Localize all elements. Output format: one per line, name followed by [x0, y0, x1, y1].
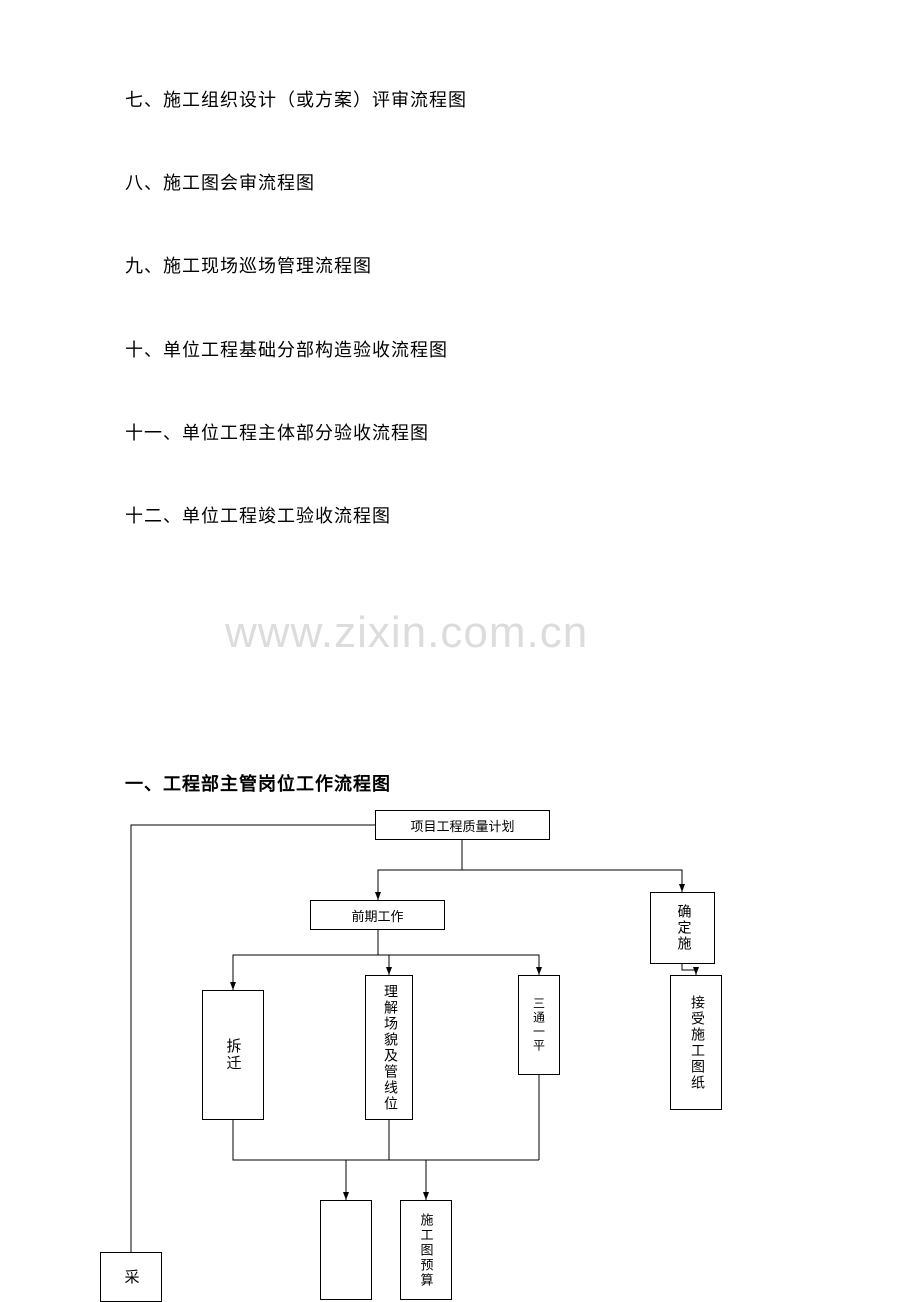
flowchart-node-n10: 采	[100, 1252, 162, 1302]
flowchart-node-n1: 项目工程质量计划	[375, 810, 550, 840]
flowchart-edges	[0, 800, 920, 1302]
flowchart-node-n7: 接受施工图纸	[670, 975, 722, 1110]
flowchart-edge	[462, 840, 682, 892]
flowchart-edge	[378, 930, 539, 975]
flowchart-edge	[682, 964, 696, 975]
flowchart-node-n5: 理解场貌及管线位	[365, 975, 413, 1120]
flowchart-edge	[233, 1120, 539, 1160]
toc-item: 七、施工组织设计（或方案）评审流程图	[125, 88, 467, 113]
watermark-text: www.zixin.com.cn	[225, 608, 588, 658]
flowchart-node-n6: 三通一平	[518, 975, 560, 1075]
flowchart-edge	[233, 930, 378, 990]
flowchart-node-n4: 拆迁	[202, 990, 264, 1120]
flowchart-node-n9: 施工图预算	[400, 1200, 452, 1300]
flowchart-edge	[378, 930, 389, 975]
toc-list: 七、施工组织设计（或方案）评审流程图 八、施工图会审流程图 九、施工现场巡场管理…	[125, 88, 467, 587]
toc-item: 十二、单位工程竣工验收流程图	[125, 504, 467, 529]
toc-item: 十、单位工程基础分部构造验收流程图	[125, 338, 467, 363]
flowchart-node-n3: 确定施	[650, 892, 715, 964]
toc-item: 八、施工图会审流程图	[125, 171, 467, 196]
flowchart-node-n2: 前期工作	[310, 900, 445, 930]
toc-item: 九、施工现场巡场管理流程图	[125, 254, 467, 279]
flowchart-edge	[378, 840, 462, 900]
toc-item: 十一、单位工程主体部分验收流程图	[125, 421, 467, 446]
flowchart-node-n8	[320, 1200, 372, 1300]
flowchart-container: 项目工程质量计划前期工作 确定施拆迁 理解场貌及管线位 三通一平 接受施工图纸施工图预算…	[0, 800, 920, 1302]
section-title: 一、工程部主管岗位工作流程图	[125, 770, 391, 796]
